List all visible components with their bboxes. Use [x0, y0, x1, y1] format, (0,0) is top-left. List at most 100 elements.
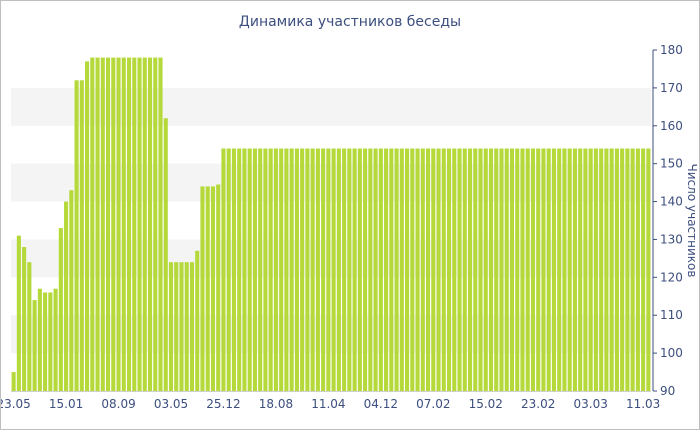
- bar: [368, 148, 373, 391]
- y-tick-label: 120: [660, 270, 683, 284]
- x-tick-label: 15.01: [49, 397, 83, 411]
- bar: [452, 148, 457, 391]
- bar: [126, 57, 132, 391]
- y-tick-label: 180: [660, 43, 683, 57]
- bar: [541, 148, 546, 391]
- x-tick-label: 25.12: [206, 397, 240, 411]
- bar: [279, 148, 284, 391]
- bar: [557, 148, 562, 391]
- bar: [210, 186, 216, 391]
- bar: [373, 148, 378, 391]
- bar: [583, 148, 588, 391]
- bar: [268, 148, 273, 391]
- y-tick-label: 170: [660, 81, 683, 95]
- y-tick-label: 110: [660, 308, 683, 322]
- bar: [520, 148, 525, 391]
- bar: [462, 148, 467, 391]
- bar: [231, 148, 236, 391]
- bar: [420, 148, 425, 391]
- bar: [221, 148, 226, 391]
- bar: [494, 148, 499, 391]
- x-tick-label: 04.12: [364, 397, 398, 411]
- bar: [300, 148, 305, 391]
- x-tick-label: 23.02: [521, 397, 555, 411]
- bar: [352, 148, 357, 391]
- bar: [394, 148, 399, 391]
- bar: [378, 148, 383, 391]
- bar: [247, 148, 252, 391]
- bar: [284, 148, 289, 391]
- bar: [168, 262, 174, 391]
- x-tick-label: 03.03: [573, 397, 607, 411]
- bar: [273, 148, 278, 391]
- y-tick-label: 140: [660, 195, 683, 209]
- bar: [195, 250, 200, 391]
- bar: [515, 148, 520, 391]
- bar: [147, 57, 153, 391]
- bar: [331, 148, 336, 391]
- bar: [174, 262, 179, 391]
- bar: [436, 148, 441, 391]
- bar: [399, 148, 404, 391]
- x-axis: 23.05 15.01 08.09 03.05 25.12 18.08 11.04 04.12…: [1, 391, 660, 411]
- x-tick-label: 07.02: [416, 397, 450, 411]
- bar: [342, 148, 347, 391]
- bar: [415, 148, 420, 391]
- bar: [546, 148, 551, 391]
- bar: [405, 148, 410, 391]
- bar: [593, 148, 598, 391]
- bar: [578, 148, 583, 391]
- bar: [226, 148, 231, 391]
- bar: [237, 148, 242, 391]
- bar: [111, 57, 116, 391]
- chart-title: Динамика участников беседы: [238, 14, 462, 30]
- bar: [263, 148, 268, 391]
- bar: [357, 148, 362, 391]
- bar: [142, 57, 147, 391]
- bar: [488, 148, 494, 391]
- bar: [431, 148, 436, 391]
- x-tick-label: 23.05: [1, 397, 31, 411]
- bar: [426, 148, 431, 391]
- bar: [567, 148, 572, 391]
- bar: [305, 148, 310, 391]
- bar: [200, 186, 205, 391]
- bar: [509, 148, 515, 391]
- bar: [315, 148, 320, 391]
- bar: [22, 247, 27, 391]
- bar: [32, 300, 37, 391]
- bar: [184, 262, 189, 391]
- bar: [384, 148, 389, 391]
- bar: [483, 148, 488, 391]
- bar: [95, 57, 100, 391]
- bar: [473, 148, 478, 391]
- bar: [446, 148, 452, 391]
- bar: [100, 57, 105, 391]
- bars: [11, 57, 651, 392]
- bar: [614, 148, 619, 391]
- y-tick-label: 150: [660, 157, 683, 171]
- x-tick-label: 11.03: [626, 397, 660, 411]
- bar: [410, 148, 415, 391]
- y-tick-label: 160: [660, 119, 683, 133]
- x-tick-label: 11.04: [311, 397, 345, 411]
- x-tick-label: 18.08: [259, 397, 293, 411]
- bar: [294, 148, 299, 391]
- bar: [499, 148, 504, 391]
- bar: [310, 148, 315, 391]
- bar: [116, 57, 121, 391]
- bar: [441, 148, 446, 391]
- bar: [53, 288, 58, 391]
- bar: [27, 262, 32, 391]
- bar: [363, 148, 368, 391]
- bar: [336, 148, 341, 391]
- bar: [321, 148, 326, 391]
- bar: [551, 148, 556, 391]
- bar: [58, 228, 63, 391]
- bar: [43, 292, 48, 391]
- bar: [85, 61, 90, 392]
- bar: [16, 235, 21, 391]
- bar: [599, 148, 604, 391]
